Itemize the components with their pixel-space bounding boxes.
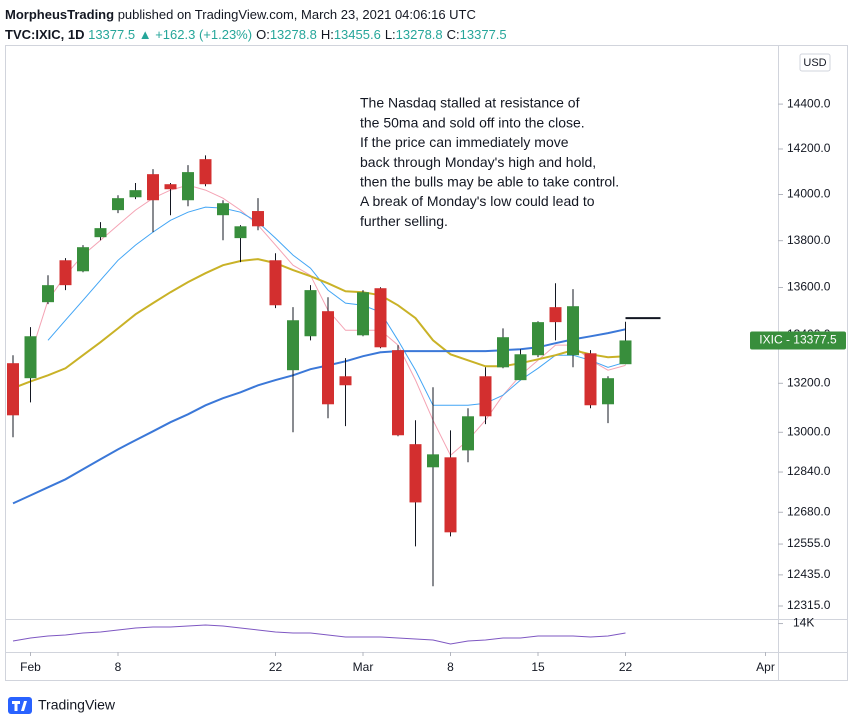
- y-tick-label: 12680.0: [787, 504, 831, 518]
- y-tick-label: 13000.0: [787, 424, 831, 438]
- candle-body: [532, 322, 544, 356]
- x-tick-label: 15: [531, 660, 545, 674]
- candle-body: [427, 454, 439, 468]
- candle-body: [409, 444, 422, 503]
- publisher: MorpheusTrading: [5, 7, 115, 22]
- header: MorpheusTrading published on TradingView…: [5, 5, 507, 45]
- candle-body: [182, 172, 194, 201]
- candle-body: [269, 260, 282, 306]
- candle-body: [479, 376, 492, 417]
- candle-body: [322, 311, 334, 405]
- candle-body: [252, 211, 264, 227]
- y-tick-label: 14400.0: [787, 96, 831, 110]
- logo: [8, 697, 32, 714]
- legend-line: TVC:IXIC, 1D 13377.5 ▲ +162.3 (+1.23%) O:…: [5, 25, 507, 45]
- moving-average: [12, 328, 626, 505]
- candle-body: [549, 307, 562, 323]
- ohlc-label: H:: [320, 27, 334, 42]
- arrow: ▲: [138, 27, 152, 42]
- currency: USD: [803, 57, 826, 69]
- annotation-line: back through Monday's high and hold,: [360, 154, 596, 170]
- logo-icon: [8, 697, 32, 714]
- y-tick-label: 12555.0: [787, 536, 831, 550]
- x-tick-label: Mar: [353, 660, 374, 674]
- candle-body: [94, 228, 107, 238]
- y-tick-label: 12435.0: [787, 567, 831, 581]
- annotation-line: further selling.: [360, 213, 448, 229]
- price-label-box: [750, 331, 846, 350]
- ohlc-label: O:: [256, 27, 270, 42]
- ohlc-label: C:: [446, 27, 460, 42]
- currency-box: [799, 53, 831, 72]
- candle-body: [392, 350, 404, 436]
- ohlc-value: 13278.8: [395, 27, 443, 42]
- y-tick-label: 12315.0: [787, 598, 831, 612]
- candle-body: [462, 416, 474, 451]
- candle-body: [164, 184, 177, 190]
- y-tick-label: 13600.0: [787, 280, 831, 294]
- candle-body: [7, 363, 19, 416]
- candle-body: [24, 336, 37, 379]
- annotation-line: If the price can immediately move: [360, 134, 569, 150]
- frame: [5, 45, 848, 681]
- candle-body: [59, 260, 72, 286]
- y-tick-label: 13800.0: [787, 233, 831, 247]
- annotation-line: The Nasdaq stalled at resistance of: [360, 95, 580, 111]
- indicator-line: [12, 624, 626, 645]
- candle-body: [619, 340, 632, 365]
- candle-body: [199, 159, 212, 185]
- ohlc: O:13278.8 H:13455.6 L:13278.8 C:13377.5: [252, 27, 507, 42]
- ohlc-label: L:: [384, 27, 396, 42]
- annotation-line: the 50ma and sold off into the close.: [360, 114, 585, 130]
- moving-average: [47, 206, 626, 406]
- x-tick-label: Feb: [20, 660, 41, 674]
- symbol: TVC:IXIC, 1D: [5, 27, 85, 42]
- x-tick-label: 22: [269, 660, 283, 674]
- candle-body: [112, 198, 124, 211]
- y-tick-label: 14200.0: [787, 141, 831, 155]
- annotation-line: A break of Monday's low could lead to: [360, 193, 595, 209]
- published: published on TradingView.com, March 23, …: [117, 7, 476, 22]
- ohlc-value: 13377.5: [459, 27, 507, 42]
- candle-body: [374, 288, 387, 348]
- candle-body: [514, 354, 527, 381]
- candle-body: [497, 337, 509, 368]
- y-tick-label: 13200.0: [787, 375, 831, 389]
- x-tick-label: 8: [115, 660, 122, 674]
- candle-body: [444, 457, 457, 533]
- candle-body: [304, 290, 317, 337]
- candle-body: [147, 174, 159, 201]
- last: 13377.5: [88, 27, 136, 42]
- ohlc-value: 13455.6: [333, 27, 381, 42]
- candle-body: [234, 226, 247, 239]
- x-tick-label: Apr: [756, 660, 775, 674]
- candle-body: [129, 190, 142, 198]
- y-tick-label: 14000.0: [787, 187, 831, 201]
- candle-body: [287, 320, 299, 371]
- candle-body: [602, 378, 614, 405]
- candle-body: [339, 376, 352, 386]
- x-tick-label: 22: [619, 660, 633, 674]
- candle-body: [217, 203, 229, 216]
- ohlc-value: 13278.8: [269, 27, 317, 42]
- annotation-line: then the bulls may be able to take contr…: [360, 174, 619, 190]
- change: +162.3 (+1.23%): [155, 27, 253, 42]
- logo-glyph: [12, 701, 27, 711]
- candle-body: [357, 292, 369, 336]
- x-tick-label: 8: [447, 660, 454, 674]
- candle-body: [77, 247, 89, 272]
- publish-line: MorpheusTrading published on TradingView…: [5, 5, 507, 25]
- indicator-tick-label: 14K: [793, 616, 814, 630]
- y-tick-label: 12840.0: [787, 464, 831, 478]
- candle-body: [42, 285, 54, 303]
- candle-body: [584, 353, 597, 406]
- candle-body: [567, 306, 579, 356]
- brand: TradingView: [38, 697, 116, 713]
- price-label: IXIC - 13377.5: [759, 333, 837, 347]
